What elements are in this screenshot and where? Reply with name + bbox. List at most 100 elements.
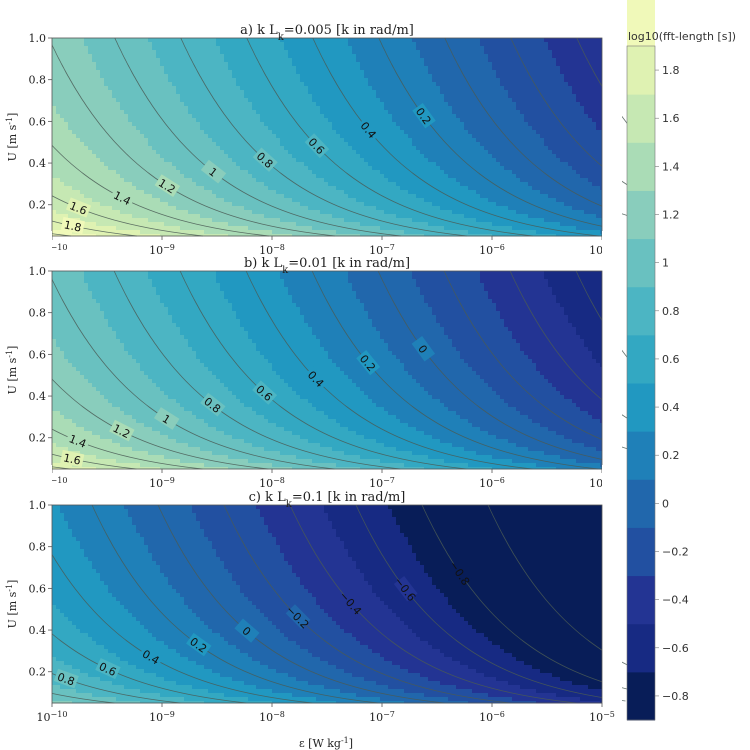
contour-label: 1.8 [63,218,83,234]
panel-title: c) k Lk=0.1 [k in rad/m] [249,490,406,510]
y-tick-label: 1.0 [29,265,47,278]
y-tick-label: 0.6 [29,348,47,361]
y-tick-label: 0.6 [29,115,47,128]
contour-line [114,37,402,237]
y-ticks: 0.2 0.4 0.6 0.8 1.0 [29,265,52,445]
colorbar-band [627,575,655,625]
panel-b: 1.61.41.210.80.60.40.20 b) k Lk=0.01 [k i… [0,231,633,509]
contour-label: 1.4 [67,432,88,451]
x-tick-label: 10−6 [479,476,505,491]
x-tick-label: 10−7 [369,243,395,258]
panel-a: 1.81.61.41.210.80.60.40.2 a) k Lk=0.005 [… [0,0,632,276]
colorbar-band [627,623,655,673]
contour-line [179,270,467,470]
y-tick-label: 0.8 [29,74,47,87]
colorbar-tick-label: 0 [662,497,669,510]
x-tick-label: 10−7 [369,476,395,491]
contour-line [223,504,511,704]
contour-line [509,270,632,422]
x-tick-label: 10−8 [259,476,285,491]
x-tick-label: 10−9 [149,476,175,491]
colorbar-band [627,190,655,240]
colorbar-tick-label: 0.2 [662,449,680,462]
colorbar-tick-label: 0.4 [662,401,680,414]
contour-line [378,37,622,231]
colorbar-tick-label: −0.2 [662,546,689,559]
contour-fill [52,271,603,470]
y-tick-label: 0.2 [29,199,47,212]
contour-labels: 1.81.61.41.210.80.60.40.2 [60,102,436,235]
colorbar-tick-label: −0.6 [662,642,689,655]
colorbar-band [627,286,655,336]
plot-frame [51,270,603,470]
contour-line [421,504,628,690]
y-axis-label: U [m s-1] [5,346,20,395]
plot-frame [51,37,603,237]
contour-labels: 1.61.41.210.80.60.40.20 [60,336,436,468]
colorbar-band [627,431,655,480]
y-tick-label: 0.6 [29,582,47,595]
contour-line [180,37,468,237]
colorbar-tick-label: 1.8 [662,64,680,77]
contour-label: 1.6 [62,451,82,467]
panel-title: b) k Lk=0.01 [k in rad/m] [244,256,410,276]
y-ticks: 0.2 0.4 0.6 0.8 1.0 [29,499,52,679]
x-tick-label: 10−6 [479,243,505,258]
panel-title: a) k Lk=0.005 [k in rad/m] [240,23,414,43]
contour-line [245,270,533,470]
x-tick-label: 10−7 [369,710,395,725]
y-axis-label: U [m s-1] [5,113,20,162]
x-ticks: 10−10 10−9 10−8 10−7 10−6 10−5 [37,703,615,724]
x-tick-label: 10−6 [479,710,505,725]
x-tick-label: 10−9 [149,243,175,258]
contour-line [157,504,445,704]
colorbar-band [627,334,655,384]
colorbar-tick-label: 1.2 [662,209,680,222]
colorbar-tick-label: 0.8 [662,305,680,318]
contour-line [487,504,632,668]
colorbar-tick-label: 0.6 [662,353,680,366]
contour-label: 0.8 [55,670,76,688]
y-tick-label: 0.8 [29,307,47,320]
y-tick-label: 1.0 [29,32,47,45]
colorbar-tick-label: 1.6 [662,112,680,125]
colorbar-band [627,527,655,577]
colorbar-tick-label: −0.8 [662,690,689,703]
contour-line [355,504,626,702]
colorbar-band [627,479,655,528]
contour-line [113,270,401,470]
contour-line [91,504,379,704]
y-tick-label: 1.0 [29,499,47,512]
colorbar-band [627,94,655,143]
contour-line [510,37,630,187]
y-tick-label: 0.4 [29,157,47,170]
y-tick-label: 0.8 [29,541,47,554]
x-tick-label: 10−8 [259,710,285,725]
y-axis-label: U [m s-1] [5,580,20,629]
y-tick-label: 0.2 [29,432,47,445]
x-tick-label: 10−10 [37,710,68,725]
colorbar-band [627,142,655,191]
y-tick-label: 0.2 [29,666,47,679]
y-ticks: 0.2 0.4 0.6 0.8 1.0 [29,32,52,212]
y-tick-label: 0.4 [29,624,47,637]
colorbar-tick-label: −0.4 [662,594,689,607]
colorbar-band [627,671,655,721]
colorbar: log10(fft-length [s]) −0.8 −0.6 −0.4 −0.2 0 0.… [626,0,736,721]
contour-line [377,270,621,464]
panel-c: 0.80.60.40.20 −0.2 −0.4 −0.6−0.8c) k Lk=0.1… [0,465,632,743]
x-tick-label: 10−9 [149,710,175,725]
colorbar-band [627,46,655,95]
contour-line [48,37,336,237]
colorbar-tick-label: 1 [662,257,669,270]
x-tick-label: 10−8 [259,243,285,258]
colorbar-title: log10(fft-length [s]) [628,30,736,43]
colorbar-band [627,0,655,47]
contour-line [444,37,629,217]
x-tick-label: 10−5 [589,710,615,725]
y-tick-label: 0.4 [29,390,47,403]
colorbar-band [627,238,655,288]
